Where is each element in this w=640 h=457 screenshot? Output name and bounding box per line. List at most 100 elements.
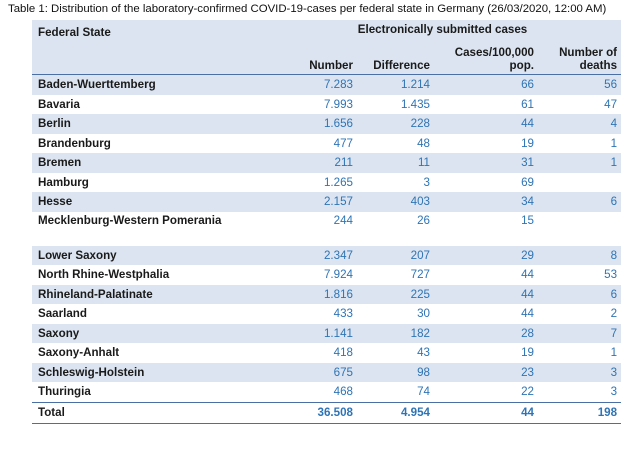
state-name: Saxony <box>32 323 262 343</box>
total-number: 36.508 <box>262 401 357 424</box>
total-row: Total 36.508 4.954 44 198 <box>32 401 622 424</box>
table-row: Rhineland-Palatinate 1.816 225 44 6 <box>32 284 622 304</box>
table-caption: Table 1: Distribution of the laboratory-… <box>8 3 607 15</box>
state-name: Bremen <box>32 153 262 173</box>
cell-number: 2.157 <box>262 192 357 212</box>
cell-number: 244 <box>262 211 357 246</box>
cell-number: 418 <box>262 343 357 363</box>
cell-difference: 74 <box>357 382 434 402</box>
cell-difference: 207 <box>357 245 434 265</box>
table-row: Schleswig-Holstein 675 98 23 3 <box>32 362 622 382</box>
cell-number: 7.993 <box>262 94 357 114</box>
cell-cases-per-100k: 28 <box>434 323 538 343</box>
cell-deaths: 1 <box>538 153 622 173</box>
total-cases-per-100k: 44 <box>434 401 538 424</box>
cell-number: 1.656 <box>262 114 357 134</box>
cell-cases-per-100k: 29 <box>434 245 538 265</box>
cell-cases-per-100k: 19 <box>434 343 538 363</box>
state-name: Berlin <box>32 114 262 134</box>
total-difference: 4.954 <box>357 401 434 424</box>
cell-number: 211 <box>262 153 357 173</box>
cell-difference: 228 <box>357 114 434 134</box>
state-name: Brandenburg <box>32 133 262 153</box>
state-name: Saxony-Anhalt <box>32 343 262 363</box>
cell-number: 1.141 <box>262 323 357 343</box>
cell-number: 1.265 <box>262 172 357 192</box>
state-name: Hesse <box>32 192 262 212</box>
table-row: Baden-Wuerttemberg 7.283 1.214 66 56 <box>32 74 622 95</box>
cell-difference: 98 <box>357 362 434 382</box>
state-name: Baden-Wuerttemberg <box>32 74 262 95</box>
table-header: Federal State Electronically submitted c… <box>32 20 622 75</box>
header-deaths: Number of deaths <box>538 36 622 75</box>
state-name: North Rhine-Westphalia <box>32 265 262 285</box>
state-name: Rhineland-Palatinate <box>32 284 262 304</box>
cell-deaths: 1 <box>538 133 622 153</box>
cell-deaths: 6 <box>538 192 622 212</box>
state-name: Mecklenburg-Western Pomerania <box>32 211 262 246</box>
cell-difference: 26 <box>357 211 434 246</box>
cell-deaths <box>538 211 622 246</box>
table-row: Brandenburg 477 48 19 1 <box>32 133 622 153</box>
cell-deaths: 47 <box>538 94 622 114</box>
header-number: Number <box>262 36 357 75</box>
table-row: Berlin 1.656 228 44 4 <box>32 114 622 134</box>
cell-cases-per-100k: 44 <box>434 114 538 134</box>
cell-deaths: 3 <box>538 362 622 382</box>
cell-deaths: 56 <box>538 74 622 95</box>
cell-difference: 30 <box>357 304 434 324</box>
cell-number: 468 <box>262 382 357 402</box>
table-row: Bremen 211 11 31 1 <box>32 153 622 173</box>
cell-deaths: 4 <box>538 114 622 134</box>
cell-deaths: 3 <box>538 382 622 402</box>
header-group-electronic-cases: Electronically submitted cases <box>262 20 622 36</box>
covid-cases-table: Federal State Electronically submitted c… <box>32 20 622 424</box>
table-row: Saarland 433 30 44 2 <box>32 304 622 324</box>
cell-number: 675 <box>262 362 357 382</box>
cell-difference: 3 <box>357 172 434 192</box>
cell-deaths <box>538 172 622 192</box>
cell-cases-per-100k: 22 <box>434 382 538 402</box>
cell-deaths: 6 <box>538 284 622 304</box>
cell-cases-per-100k: 23 <box>434 362 538 382</box>
cell-difference: 1.435 <box>357 94 434 114</box>
cell-deaths: 1 <box>538 343 622 363</box>
table-body: Baden-Wuerttemberg 7.283 1.214 66 56 Bavaria 7… <box>32 74 622 402</box>
table-row: Saxony 1.141 182 28 7 <box>32 323 622 343</box>
cell-number: 2.347 <box>262 245 357 265</box>
cell-cases-per-100k: 44 <box>434 284 538 304</box>
cell-difference: 11 <box>357 153 434 173</box>
cell-cases-per-100k: 66 <box>434 74 538 95</box>
state-name: Hamburg <box>32 172 262 192</box>
cell-cases-per-100k: 31 <box>434 153 538 173</box>
table-row: North Rhine-Westphalia 7.924 727 44 53 <box>32 265 622 285</box>
table-row: Hesse 2.157 403 34 6 <box>32 192 622 212</box>
cell-cases-per-100k: 44 <box>434 304 538 324</box>
cell-number: 7.283 <box>262 74 357 95</box>
table-footer: Total 36.508 4.954 44 198 <box>32 401 622 424</box>
state-name: Thuringia <box>32 382 262 402</box>
total-deaths: 198 <box>538 401 622 424</box>
table-row: Mecklenburg-Western Pomerania 244 26 15 <box>32 211 622 246</box>
cell-difference: 727 <box>357 265 434 285</box>
covid-cases-table-wrapper: Federal State Electronically submitted c… <box>32 20 622 424</box>
cell-number: 433 <box>262 304 357 324</box>
table-row: Saxony-Anhalt 418 43 19 1 <box>32 343 622 363</box>
cell-difference: 43 <box>357 343 434 363</box>
state-name: Saarland <box>32 304 262 324</box>
cell-number: 1.816 <box>262 284 357 304</box>
cell-difference: 182 <box>357 323 434 343</box>
header-cases-per-100k: Cases/100,000 pop. <box>434 36 538 75</box>
cell-deaths: 2 <box>538 304 622 324</box>
cell-difference: 225 <box>357 284 434 304</box>
table-row: Lower Saxony 2.347 207 29 8 <box>32 245 622 265</box>
cell-deaths: 7 <box>538 323 622 343</box>
cell-cases-per-100k: 34 <box>434 192 538 212</box>
cell-difference: 403 <box>357 192 434 212</box>
cell-deaths: 8 <box>538 245 622 265</box>
state-name: Schleswig-Holstein <box>32 362 262 382</box>
cell-number: 7.924 <box>262 265 357 285</box>
header-federal-state: Federal State <box>32 20 262 75</box>
cell-cases-per-100k: 61 <box>434 94 538 114</box>
table-row: Bavaria 7.993 1.435 61 47 <box>32 94 622 114</box>
